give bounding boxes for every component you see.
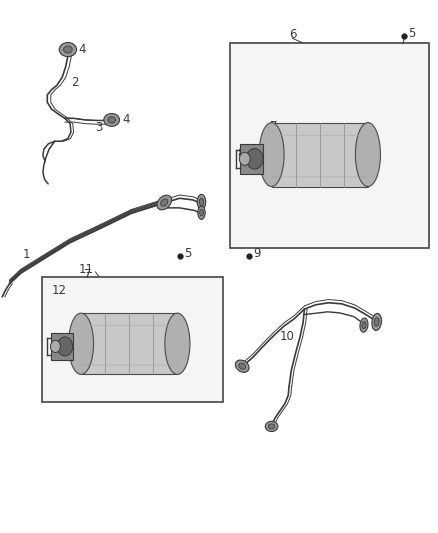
Ellipse shape (108, 117, 116, 123)
Ellipse shape (235, 360, 249, 373)
Text: 1: 1 (22, 248, 30, 261)
Bar (230, 43, 429, 248)
Text: 5: 5 (184, 247, 191, 260)
Text: 2: 2 (71, 76, 79, 89)
Ellipse shape (59, 43, 77, 56)
Text: 9: 9 (253, 247, 261, 260)
Ellipse shape (199, 198, 204, 206)
Bar (81, 313, 177, 374)
Text: 12: 12 (52, 284, 67, 297)
Ellipse shape (239, 152, 250, 165)
Text: 10: 10 (279, 330, 294, 343)
Ellipse shape (239, 363, 246, 369)
Text: 6: 6 (289, 28, 297, 41)
Text: 3: 3 (95, 122, 103, 134)
Text: 7: 7 (270, 120, 278, 133)
Ellipse shape (265, 421, 278, 432)
Text: 5: 5 (408, 27, 416, 40)
Text: 8: 8 (237, 147, 244, 160)
Ellipse shape (372, 313, 381, 330)
Ellipse shape (268, 424, 275, 429)
Text: 4: 4 (78, 43, 85, 55)
Text: 11: 11 (79, 263, 94, 276)
Text: 7: 7 (84, 268, 92, 281)
Bar (240, 144, 263, 174)
Ellipse shape (50, 341, 60, 352)
Ellipse shape (362, 321, 366, 329)
Text: 4: 4 (123, 114, 130, 126)
Ellipse shape (259, 123, 284, 187)
Ellipse shape (360, 318, 368, 332)
Ellipse shape (200, 209, 203, 216)
Bar (272, 123, 368, 187)
Ellipse shape (165, 313, 190, 374)
Ellipse shape (68, 313, 94, 374)
Ellipse shape (246, 149, 263, 169)
Ellipse shape (198, 206, 205, 220)
Ellipse shape (64, 46, 72, 53)
Bar (42, 277, 223, 402)
Ellipse shape (161, 199, 168, 206)
Ellipse shape (157, 195, 172, 210)
Ellipse shape (104, 114, 120, 126)
Ellipse shape (57, 337, 73, 356)
Ellipse shape (374, 318, 379, 326)
Bar (51, 333, 73, 360)
Ellipse shape (197, 195, 206, 209)
Ellipse shape (355, 123, 381, 187)
